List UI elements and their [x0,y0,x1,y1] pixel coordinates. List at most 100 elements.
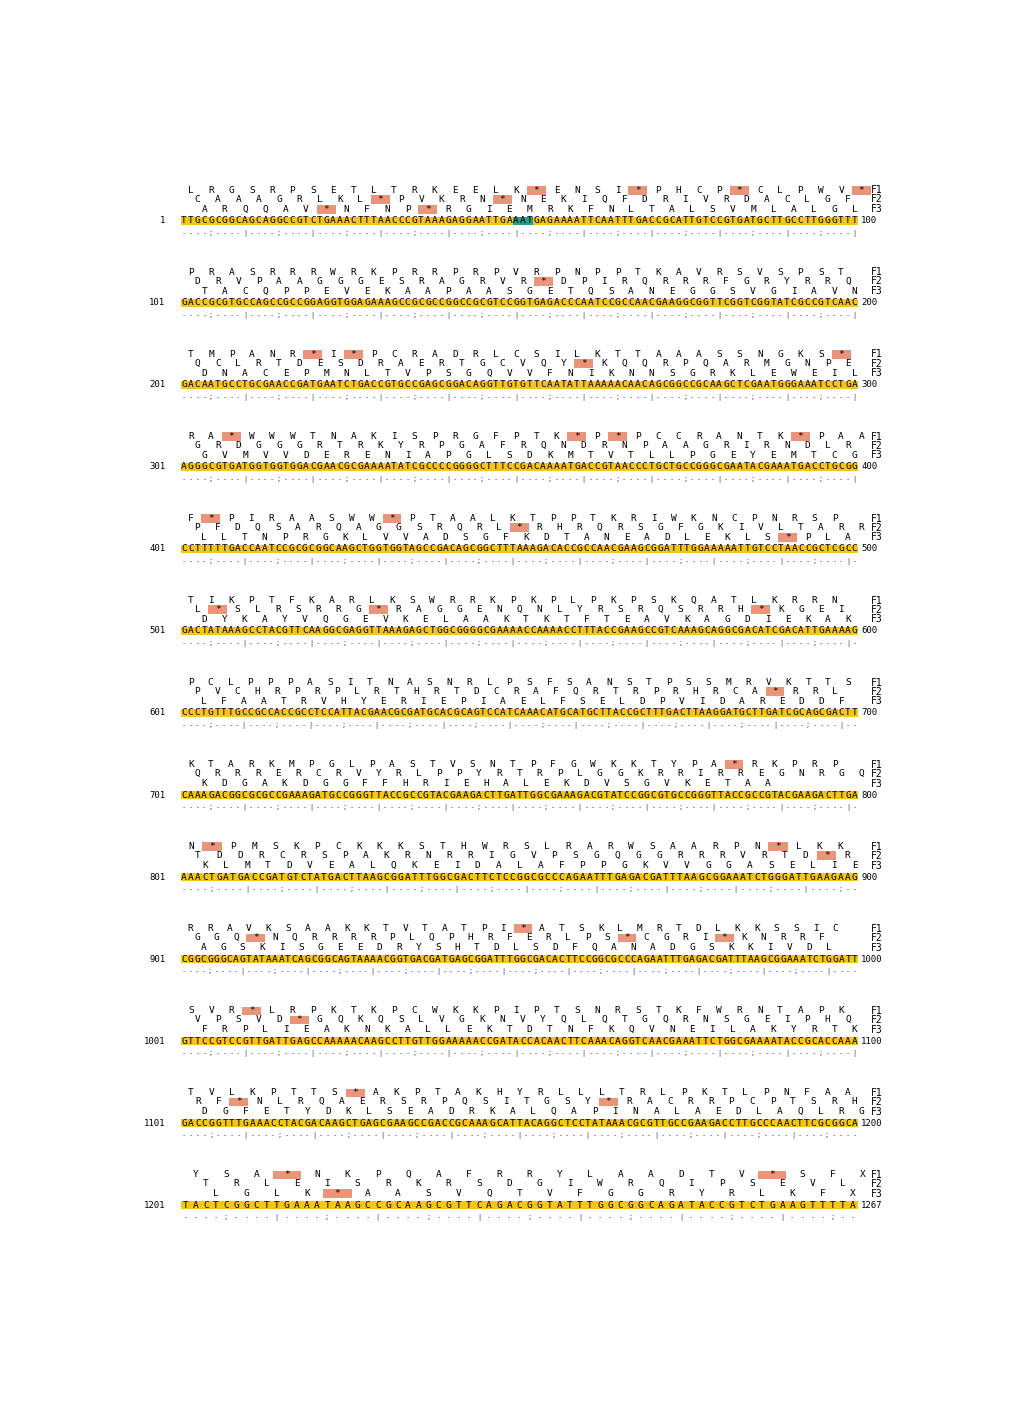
Text: T: T [391,187,397,195]
Text: G: G [476,544,482,553]
Text: G: G [764,299,769,307]
Text: T: T [761,873,767,881]
Text: C: C [558,873,564,881]
Text: R: R [818,769,824,779]
Text: -: - [196,723,200,728]
Text: C: C [642,1037,647,1045]
Text: -: - [589,230,593,236]
Text: I: I [702,933,708,943]
Text: I: I [500,925,506,933]
Text: -: - [758,1051,762,1056]
Text: C: C [791,1037,797,1045]
Text: G: G [644,790,649,800]
Text: C: C [195,380,201,390]
Text: -: - [494,1051,498,1056]
Text: E: E [476,605,482,615]
Text: T: T [526,216,532,226]
Text: A: A [442,544,449,553]
Text: -: - [462,968,466,975]
Text: E: E [705,533,710,542]
Text: A: A [757,380,763,390]
Text: -: - [338,311,342,318]
Text: -: - [314,723,318,728]
Text: -: - [501,723,505,728]
Text: T: T [188,1037,194,1045]
Text: -: - [476,1132,480,1138]
Text: Q: Q [797,1107,803,1117]
Text: 201: 201 [150,380,165,390]
Text: Q: Q [642,359,647,368]
Text: C: C [655,432,662,441]
Text: -: - [262,804,266,811]
Text: V: V [831,286,838,296]
Text: -: - [283,804,287,811]
Text: -: - [339,1132,344,1138]
Text: -: - [432,230,437,236]
Text: T: T [404,1037,411,1045]
Text: -: - [398,394,403,400]
Text: ;: ; [210,887,214,892]
Text: L: L [817,1107,823,1117]
Text: V: V [307,861,312,870]
Text: G: G [316,463,323,471]
Text: -: - [787,968,792,975]
Text: T: T [230,873,236,881]
Text: I: I [454,861,460,870]
Text: E: E [705,779,710,788]
Text: C: C [255,790,261,800]
Text: Q: Q [262,286,268,296]
Text: A: A [336,544,341,553]
Text: T: T [614,216,621,226]
Text: -: - [230,1132,234,1138]
Text: P: P [600,861,606,870]
Text: ;: ; [276,230,281,236]
Text: C: C [629,299,634,307]
Text: C: C [667,1097,673,1107]
Text: -: - [693,723,697,728]
Text: -: - [604,804,608,811]
Text: R: R [792,513,798,523]
Text: T: T [735,1118,741,1128]
Text: -: - [305,1215,309,1221]
Text: G: G [396,954,401,964]
Text: T: T [295,627,301,636]
Text: A: A [818,523,824,532]
Text: S: S [818,349,823,359]
Text: C: C [593,709,599,717]
Text: Q: Q [242,205,248,213]
Text: C: C [676,432,681,441]
Text: -: - [247,968,251,975]
Text: L: L [357,195,364,203]
Text: A: A [470,513,475,523]
Text: C: C [540,709,546,717]
Text: C: C [689,463,695,471]
Text: -: - [256,640,260,647]
Text: ;: ; [818,1051,823,1056]
Text: |: | [379,230,383,237]
Text: D: D [296,359,302,368]
Text: -: - [188,394,193,400]
Text: -: - [236,804,240,811]
Text: W: W [429,596,435,605]
Text: A: A [557,544,562,553]
Text: -: - [196,311,200,318]
Text: A: A [772,709,778,717]
Text: -: - [368,723,372,728]
Text: T: T [635,1037,641,1045]
Text: G: G [592,954,597,964]
Text: A: A [389,627,395,636]
Text: -: - [457,558,461,564]
Text: G: G [215,1037,221,1045]
Text: P: P [635,432,641,441]
Text: K: K [432,187,437,195]
Text: ;: ; [474,723,478,728]
Text: A: A [497,627,502,636]
Text: C: C [208,678,213,687]
Text: K: K [554,432,559,441]
Text: A: A [365,1190,371,1198]
Text: -: - [456,1132,460,1138]
Text: -: - [671,887,675,892]
Text: F: F [678,523,683,532]
Text: -: - [264,1132,268,1138]
Text: R: R [275,605,281,615]
